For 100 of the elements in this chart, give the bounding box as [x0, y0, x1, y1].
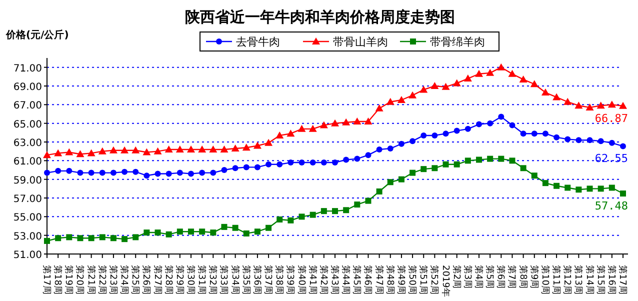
point — [98, 147, 106, 154]
point — [442, 130, 449, 137]
point — [122, 236, 128, 242]
point — [620, 190, 626, 197]
point — [320, 160, 327, 166]
x-tick-label: 第21周 — [85, 265, 96, 294]
x-tick-label: 第20周 — [74, 265, 86, 294]
x-tick-label: 第50周 — [406, 265, 418, 294]
point — [410, 138, 416, 144]
point — [176, 228, 183, 235]
point — [432, 165, 438, 172]
point — [353, 117, 362, 124]
point — [254, 164, 260, 170]
x-tick-label: 第19周 — [63, 265, 74, 294]
point — [541, 88, 550, 96]
point — [442, 82, 450, 90]
point — [598, 138, 604, 144]
data-label: 66.87 — [594, 112, 628, 125]
point — [608, 100, 616, 108]
point — [487, 156, 494, 162]
point — [221, 224, 228, 230]
point — [432, 132, 438, 138]
point — [586, 103, 594, 110]
point — [99, 170, 106, 176]
legend-label: 带骨山羊肉 — [333, 36, 388, 48]
legend-label: 去骨牛肉 — [236, 36, 280, 48]
point — [498, 156, 504, 162]
point — [286, 130, 295, 137]
point — [144, 172, 150, 179]
x-tick-label: 第45周 — [351, 265, 362, 294]
point — [554, 134, 560, 140]
x-tick-label: 第2周 — [450, 265, 462, 289]
x-tick-label: 第29周 — [174, 265, 185, 294]
point — [110, 170, 116, 176]
point — [164, 145, 173, 152]
point — [375, 104, 384, 112]
point — [476, 121, 482, 128]
x-tick-label: 第41周 — [306, 265, 318, 294]
point — [210, 230, 216, 236]
point — [310, 212, 316, 218]
x-tick-label: 第40周 — [296, 265, 307, 294]
point — [166, 170, 172, 177]
point — [342, 118, 350, 126]
x-tick-label: 第46周 — [362, 265, 374, 294]
point — [397, 96, 406, 103]
x-tick-label: 第26周 — [140, 265, 152, 294]
point — [364, 117, 372, 124]
x-tick-label: 第30周 — [185, 265, 196, 294]
point — [576, 137, 582, 144]
point — [88, 235, 94, 242]
point — [76, 150, 84, 158]
point — [66, 168, 72, 174]
point — [420, 132, 427, 138]
point — [343, 156, 350, 163]
point — [354, 156, 360, 162]
point — [220, 145, 228, 152]
x-tick-label: 第28周 — [162, 265, 174, 294]
x-tick-label: 第17周 — [41, 265, 52, 294]
point — [576, 186, 582, 193]
point — [298, 160, 305, 166]
x-tick-label: 第48周 — [384, 265, 396, 294]
point — [55, 168, 62, 174]
point — [430, 82, 439, 89]
point — [266, 224, 272, 231]
point — [498, 114, 504, 120]
y-tick-label: 61.00 — [13, 156, 42, 168]
point — [520, 130, 526, 137]
x-tick-label: 第47周 — [373, 265, 384, 294]
point — [54, 149, 62, 156]
point — [332, 160, 338, 166]
point — [132, 168, 139, 175]
x-tick-label: 第12周 — [562, 265, 573, 294]
point — [619, 102, 627, 109]
point — [209, 145, 218, 152]
x-tick-label: 第39周 — [284, 265, 296, 294]
x-tick-label: 第38周 — [274, 265, 285, 294]
point — [586, 137, 593, 144]
y-tick-label: 65.00 — [13, 119, 42, 130]
point — [77, 235, 84, 242]
point — [99, 234, 106, 240]
data-label: 62.55 — [594, 152, 628, 166]
x-tick-label: 第33周 — [218, 265, 230, 294]
point — [531, 130, 538, 137]
point — [509, 158, 516, 164]
x-tick-label: 第36周 — [251, 265, 262, 294]
point — [109, 146, 118, 154]
x-tick-label: 第11周 — [550, 265, 562, 294]
point — [376, 146, 382, 152]
point — [188, 170, 194, 177]
y-axis-title: 价格(元/公斤) — [5, 29, 69, 41]
x-tick-label: 第17周 — [617, 265, 628, 294]
point — [44, 238, 50, 244]
point — [452, 79, 461, 86]
point — [254, 228, 260, 235]
point — [199, 228, 206, 235]
x-tick-label: 第9周 — [528, 265, 540, 289]
point — [266, 161, 272, 168]
point — [198, 145, 206, 152]
point — [387, 146, 394, 152]
x-tick-label: 第49周 — [395, 265, 406, 294]
